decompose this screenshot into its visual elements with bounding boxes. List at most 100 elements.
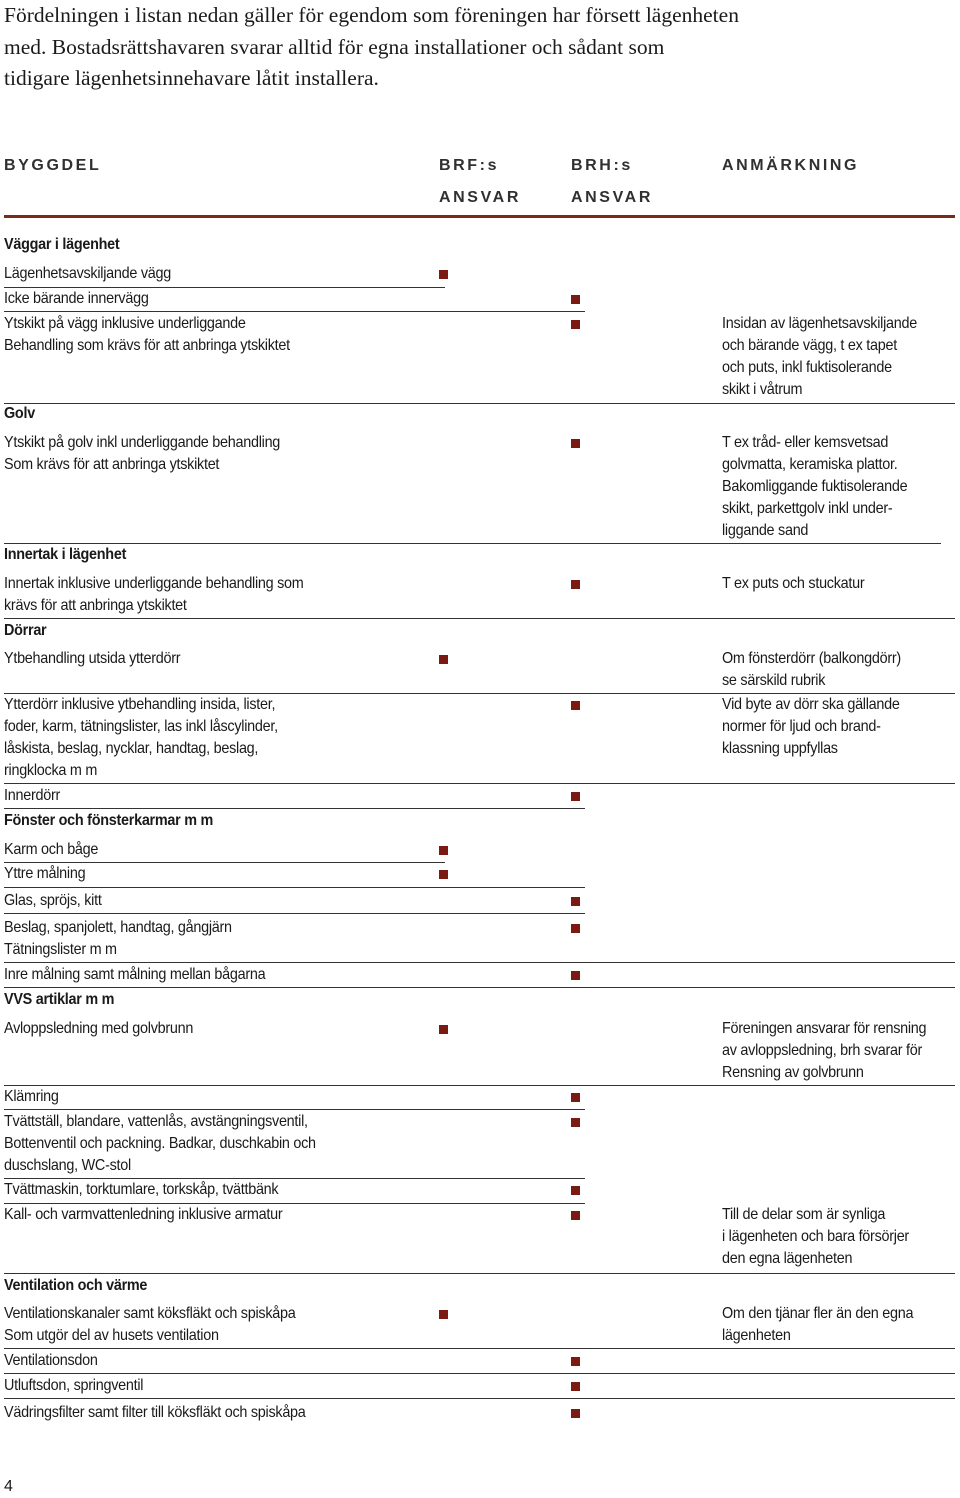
component-label-line: Tätningslister m m: [4, 941, 117, 958]
component-label-line: Yttre målning: [4, 865, 86, 882]
brf-responsibility-marker: [439, 846, 448, 855]
row-divider: [4, 287, 445, 288]
component-label-line: krävs för att anbringa ytskiktet: [4, 597, 187, 614]
component-label: Ventilationskanaler samt köksfläkt och s…: [4, 1303, 296, 1347]
remark-line: Till de delar som är synliga: [722, 1206, 886, 1223]
row-divider: [4, 403, 955, 404]
intro-line: med. Bostadsrättshavaren svarar alltid f…: [4, 34, 665, 59]
component-label-line: Karm och båge: [4, 841, 99, 858]
component-label-line: Ventilationsdon: [4, 1352, 98, 1369]
brh-responsibility-marker: [571, 1357, 580, 1366]
brf-responsibility-marker: [439, 870, 448, 879]
remark: T ex puts och stuckatur: [722, 573, 865, 595]
brh-responsibility-marker: [571, 1186, 580, 1195]
component-label-line: Lägenhetsavskiljande vägg: [4, 265, 171, 282]
row-divider: [4, 1273, 955, 1274]
brf-responsibility-marker: [439, 270, 448, 279]
component-label-line: Fönster och fönsterkarmar m m: [4, 812, 214, 829]
brh-responsibility-marker: [571, 1093, 580, 1102]
remark-line: i lägenheten och bara försörjer: [722, 1228, 909, 1245]
brh-responsibility-marker: [571, 295, 580, 304]
remark-line: Om den tjänar fler än den egna: [722, 1305, 914, 1322]
component-label-line: Glas, spröjs, kitt: [4, 892, 102, 909]
component-label: Ytskikt på golv inkl underliggande behan…: [4, 432, 280, 476]
remark-line: skikt, parkettgolv inkl under-: [722, 500, 893, 517]
row-divider: [4, 913, 585, 914]
remark-line: Bakomliggande fuktisolerande: [722, 478, 908, 495]
component-label-line: Ventilation och värme: [4, 1277, 148, 1294]
row-divider: [4, 1348, 955, 1349]
component-label-line: Innerdörr: [4, 787, 61, 804]
brh-responsibility-marker: [571, 1118, 580, 1127]
brh-responsibility-marker: [571, 971, 580, 980]
brh-responsibility-marker: [571, 1409, 580, 1418]
row-divider: [4, 962, 955, 963]
brf-responsibility-marker: [439, 655, 448, 664]
component-label-line: Ytterdörr inklusive ytbehandling insida,…: [4, 696, 276, 713]
row-divider: [4, 543, 941, 544]
remark: T ex tråd- eller kemsvetsad golvmatta, ke…: [722, 432, 908, 542]
section-heading: Dörrar: [4, 620, 47, 642]
remark-line: Rensning av golvbrunn: [722, 1064, 864, 1081]
component-label: Inre målning samt målning mellan bågarna: [4, 964, 266, 986]
row-divider: [4, 783, 955, 784]
remark: Föreningen ansvarar för rensning av avlop…: [722, 1018, 927, 1084]
component-label-line: Dörrar: [4, 622, 47, 639]
component-label-line: Ventilationskanaler samt köksfläkt och s…: [4, 1305, 296, 1322]
remark-line: liggande sand: [722, 522, 809, 539]
brf-responsibility-marker: [439, 1025, 448, 1034]
component-label-line: duschslang, WC-stol: [4, 1157, 131, 1174]
component-label-line: Behandling som krävs för att anbringa yt…: [4, 337, 290, 354]
component-label-line: Klämring: [4, 1088, 59, 1105]
header-byggdel: BYGGDEL: [4, 157, 102, 174]
component-label-line: Ytskikt på golv inkl underliggande behan…: [4, 434, 281, 451]
brh-responsibility-marker: [571, 792, 580, 801]
row-divider: [4, 1109, 585, 1110]
component-label-line: Tvättmaskin, torktumlare, torkskåp, tvät…: [4, 1181, 279, 1198]
brh-responsibility-marker: [571, 701, 580, 710]
component-label-line: Beslag, spanjolett, handtag, gångjärn: [4, 919, 232, 936]
brh-responsibility-marker: [571, 439, 580, 448]
row-divider: [4, 887, 585, 888]
remark-line: och puts, inkl fuktisolerande: [722, 359, 892, 376]
component-label-line: Golv: [4, 405, 35, 422]
component-label-line: Ytskikt på vägg inklusive underliggande: [4, 315, 246, 332]
component-label-line: VVS artiklar m m: [4, 991, 115, 1008]
row-divider: [4, 862, 445, 863]
remark-line: skikt i våtrum: [722, 381, 803, 398]
intro-text: Fördelningen i listan nedan gäller för e…: [4, 0, 959, 95]
row-divider: [4, 311, 585, 312]
row-divider: [4, 1203, 585, 1204]
brh-responsibility-marker: [571, 924, 580, 933]
component-label: Yttre målning: [4, 863, 86, 885]
brh-responsibility-marker: [571, 1382, 580, 1391]
remark-line: Föreningen ansvarar för rensning: [722, 1020, 927, 1037]
component-label-line: Avloppsledning med golvbrunn: [4, 1020, 194, 1037]
remark: Vid byte av dörr ska gällande normer för …: [722, 694, 900, 760]
brh-responsibility-marker: [571, 897, 580, 906]
component-label: Vädringsfilter samt filter till köksfläk…: [4, 1402, 306, 1424]
header-brh-ansvar: BRH:s ANSVAR: [571, 157, 653, 206]
brh-responsibility-marker: [571, 580, 580, 589]
remark: Om fönsterdörr (balkongdörr) se särskild …: [722, 648, 901, 692]
row-divider: [4, 808, 585, 809]
remark-line: golvmatta, keramiska plattor.: [722, 456, 898, 473]
remark-line: och bärande vägg, t ex tapet: [722, 337, 897, 354]
remark-line: klassning uppfyllas: [722, 740, 838, 757]
remark: Om den tjänar fler än den egna lägenheten: [722, 1303, 914, 1347]
header-brf-ansvar: BRF:s ANSVAR: [439, 157, 521, 206]
component-label-line: Inre målning samt målning mellan bågarna: [4, 966, 266, 983]
component-label: Lägenhetsavskiljande vägg: [4, 263, 171, 285]
component-label: Kall- och varmvattenledning inklusive ar…: [4, 1204, 283, 1226]
component-label-line: Vädringsfilter samt filter till köksfläk…: [4, 1404, 306, 1421]
section-heading: Väggar i lägenhet: [4, 234, 120, 256]
component-label: Ventilationsdon: [4, 1350, 98, 1372]
remark-line: normer för ljud och brand-: [722, 718, 881, 735]
component-label-line: Tvättställ, blandare, vattenlås, avstäng…: [4, 1113, 308, 1130]
remark-line: T ex tråd- eller kemsvetsad: [722, 434, 889, 451]
remark-line: T ex puts och stuckatur: [722, 575, 865, 592]
section-heading: Golv: [4, 403, 35, 425]
component-label: Ytterdörr inklusive ytbehandling insida,…: [4, 694, 278, 782]
remark-line: lägenheten: [722, 1327, 791, 1344]
component-label-line: Innertak inklusive underliggande behandl…: [4, 575, 304, 592]
